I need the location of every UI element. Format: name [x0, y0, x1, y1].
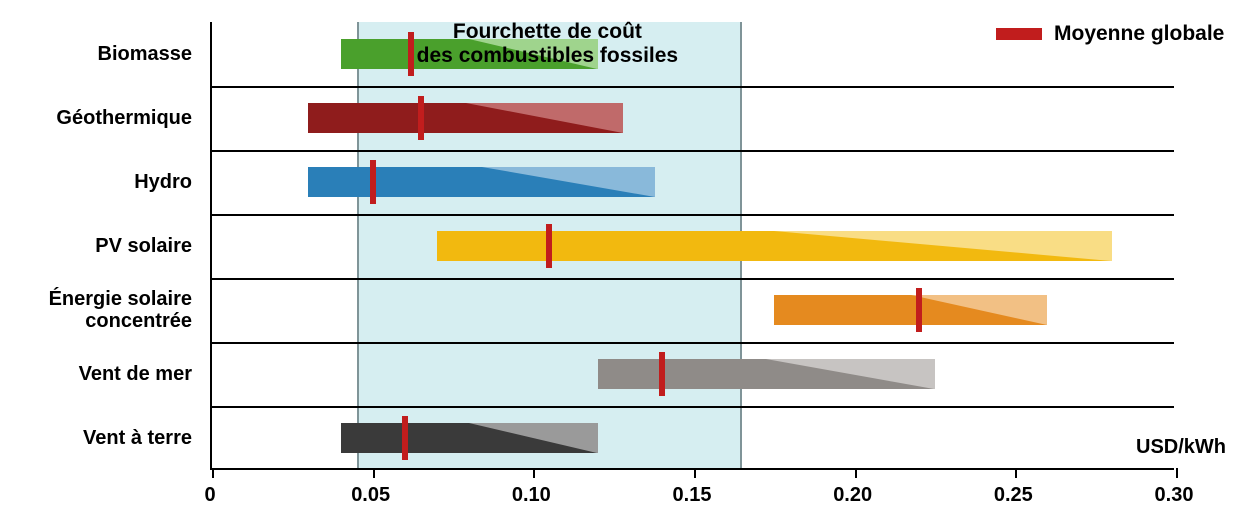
range-bar-wedge — [911, 295, 1047, 325]
x-tick-label: 0.15 — [673, 484, 712, 507]
x-tick — [1015, 468, 1017, 478]
range-bar-dark — [308, 167, 482, 197]
mean-marker — [546, 224, 552, 268]
x-tick-label: 0.20 — [833, 484, 872, 507]
plot-area — [210, 22, 1174, 470]
x-tick — [212, 468, 214, 478]
x-tick-label: 0.10 — [512, 484, 551, 507]
range-bar-wedge — [482, 167, 655, 197]
category-label: Biomasse — [0, 43, 192, 65]
x-tick-label: 0.05 — [351, 484, 390, 507]
mean-marker — [659, 352, 665, 396]
x-tick — [533, 468, 535, 478]
grid-line — [212, 86, 1174, 88]
x-tick-label: 0 — [204, 484, 215, 507]
category-label-line: Vent à terre — [0, 427, 192, 449]
mean-marker — [370, 160, 376, 204]
category-label: Énergie solaireconcentrée — [0, 288, 192, 332]
x-tick — [855, 468, 857, 478]
x-tick-label: 0.25 — [994, 484, 1033, 507]
grid-line — [212, 150, 1174, 152]
fossil-band-title-line: des combustibles fossiles — [377, 44, 717, 68]
range-bar-dark — [437, 231, 774, 261]
category-label: Hydro — [0, 171, 192, 193]
range-bar-dark — [308, 103, 465, 133]
x-tick — [694, 468, 696, 478]
category-label-line: Géothermique — [0, 107, 192, 129]
range-bar-dark — [598, 359, 767, 389]
fossil-band-title: Fourchette de coûtdes combustibles fossi… — [377, 20, 717, 68]
mean-marker — [418, 96, 424, 140]
legend: Moyenne globale — [996, 22, 1224, 46]
range-bar-wedge — [766, 359, 934, 389]
range-bar-wedge — [774, 231, 1111, 261]
category-label: Vent de mer — [0, 363, 192, 385]
legend-swatch — [996, 28, 1042, 40]
grid-line — [212, 342, 1174, 344]
x-tick-label: 0.30 — [1155, 484, 1194, 507]
grid-line — [212, 214, 1174, 216]
x-tick — [373, 468, 375, 478]
category-label-line: Énergie solaire — [0, 288, 192, 310]
category-label: Vent à terre — [0, 427, 192, 449]
x-tick — [1176, 468, 1178, 478]
legend-label: Moyenne globale — [1054, 22, 1224, 46]
grid-line — [212, 406, 1174, 408]
x-axis-unit: USD/kWh — [1136, 436, 1226, 459]
mean-marker — [402, 416, 408, 460]
category-label: PV solaire — [0, 235, 192, 257]
range-bar-wedge — [469, 423, 597, 453]
fossil-band-title-line: Fourchette de coût — [377, 20, 717, 44]
range-bar-dark — [774, 295, 911, 325]
grid-line — [212, 278, 1174, 280]
energy-cost-chart: 0 0.05 0.10 0.15 0.20 0.25 0.30 USD/kWh Biomasse… — [0, 0, 1244, 528]
category-label-line: PV solaire — [0, 235, 192, 257]
category-label-line: Hydro — [0, 171, 192, 193]
category-label-line: Vent de mer — [0, 363, 192, 385]
category-label: Géothermique — [0, 107, 192, 129]
range-bar-wedge — [466, 103, 623, 133]
category-label-line: Biomasse — [0, 43, 192, 65]
mean-marker — [916, 288, 922, 332]
category-label-line: concentrée — [0, 310, 192, 332]
